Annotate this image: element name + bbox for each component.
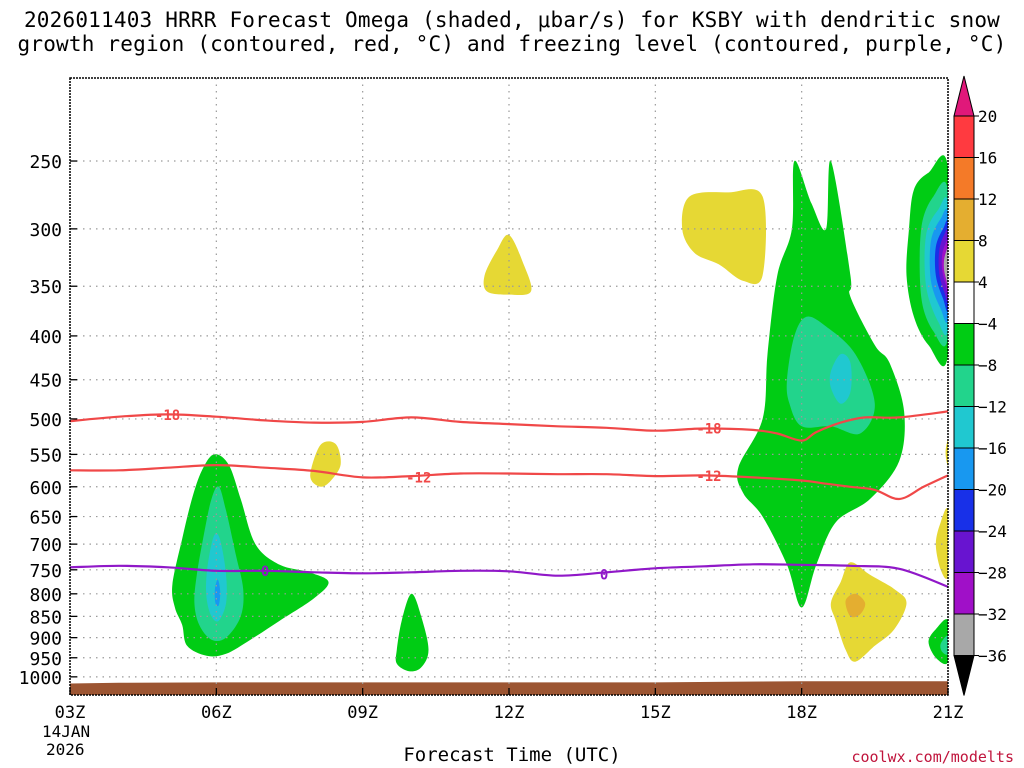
contour-freezing-level bbox=[70, 563, 948, 588]
omega-region-sinking-19z bbox=[830, 562, 907, 662]
colorbar-label-10: −24 bbox=[978, 522, 1007, 541]
x-tick-label-21Z: 21Z bbox=[933, 703, 964, 723]
omega-region-sinking-19z-core bbox=[845, 593, 866, 618]
contour-label-freezing-level-0: 0 bbox=[261, 564, 269, 580]
x-tick-label-03Z: 03Z bbox=[55, 703, 86, 723]
colorbar-label-11: −28 bbox=[978, 564, 1007, 583]
colorbar-label-6: −8 bbox=[978, 356, 997, 375]
colorbar-over-arrow bbox=[953, 75, 975, 117]
y-tick-label-450: 450 bbox=[29, 371, 62, 392]
omega-region-upward-motion-06z-inner bbox=[206, 533, 227, 622]
colorbar-label-7: −12 bbox=[978, 398, 1007, 417]
chart-title-line-1: 2026011403 HRRR Forecast Omega (shaded, … bbox=[23, 8, 1001, 32]
colorbar-under-arrow bbox=[953, 655, 975, 696]
y-tick-label-250: 250 bbox=[29, 152, 62, 173]
contour-label-freezing-level-1: 0 bbox=[600, 568, 608, 584]
gridlines bbox=[70, 78, 948, 695]
colorbar-label-3: 8 bbox=[978, 232, 988, 251]
colorbar-label-0: 20 bbox=[978, 107, 997, 126]
y-tick-label-1000: 1000 bbox=[19, 668, 62, 689]
x-tick-label-15Z: 15Z bbox=[640, 703, 671, 723]
colorbar-label-8: −16 bbox=[978, 439, 1007, 458]
colorbar-label-9: −20 bbox=[978, 481, 1007, 500]
y-tick-label-350: 350 bbox=[29, 277, 62, 298]
credit-text: coolwx.com/modelts bbox=[851, 748, 1014, 766]
y-tick-label-400: 400 bbox=[29, 327, 62, 348]
contour-label-dgz-minus18-0: -18 bbox=[155, 408, 180, 424]
x-tick-label-09Z: 09Z bbox=[347, 703, 378, 723]
y-tick-label-700: 700 bbox=[29, 535, 62, 556]
colorbar-bin-11 bbox=[953, 572, 975, 615]
omega-region-upward-motion-20z-upper-max bbox=[943, 247, 948, 288]
omega-shaded-regions bbox=[172, 155, 948, 672]
omega-region-sinking-21z-lower bbox=[935, 508, 948, 579]
colorbar-label-1: 16 bbox=[978, 149, 997, 168]
y-tick-label-950: 950 bbox=[29, 649, 62, 670]
x-tick-label-06Z: 06Z bbox=[201, 703, 232, 723]
colorbar-bin-10 bbox=[953, 530, 975, 573]
y-tick-label-650: 650 bbox=[29, 508, 62, 529]
date-label-day: 14JAN bbox=[42, 722, 90, 741]
y-tick-label-750: 750 bbox=[29, 561, 62, 582]
colorbar-bin-12 bbox=[953, 613, 975, 656]
omega-region-upward-motion-18z-inner bbox=[829, 353, 852, 404]
contour-dgz-minus12 bbox=[70, 463, 948, 501]
omega-region-upward-motion-21z-lower-core bbox=[940, 635, 948, 655]
contour-label-dgz-minus12-0: -12 bbox=[406, 470, 431, 486]
x-axis-label: Forecast Time (UTC) bbox=[403, 744, 621, 766]
colorbar-bin-7 bbox=[953, 406, 975, 449]
colorbar-bin-6 bbox=[953, 364, 975, 407]
colorbar: 20 16 12 8 4 −4 −8 −12 −16 −20 −24 −28 −32 −36 bbox=[953, 75, 1007, 696]
colorbar-bin-9 bbox=[953, 489, 975, 532]
y-tick-label-800: 800 bbox=[29, 585, 62, 606]
y-tick-label-550: 550 bbox=[29, 445, 62, 466]
colorbar-bin-5 bbox=[953, 323, 975, 366]
colorbar-bin-2 bbox=[953, 198, 975, 241]
contour-dgz-minus18 bbox=[70, 410, 948, 442]
y-tick-label-850: 850 bbox=[29, 607, 62, 628]
colorbar-bin-0 bbox=[953, 115, 975, 158]
date-label-year: 2026 bbox=[46, 740, 85, 759]
contour-label-dgz-minus18-1: -18 bbox=[696, 421, 721, 437]
omega-region-upward-motion-10z bbox=[395, 593, 429, 672]
colorbar-bin-4 bbox=[953, 281, 975, 324]
colorbar-label-5: −4 bbox=[978, 315, 997, 334]
y-tick-label-600: 600 bbox=[29, 478, 62, 499]
colorbar-label-4: 4 bbox=[978, 273, 988, 292]
x-tick-label-12Z: 12Z bbox=[494, 703, 525, 723]
chart-title-line-2: growth region (contoured, red, °C) and f… bbox=[17, 32, 1007, 56]
omega-region-sinking-08z bbox=[310, 441, 341, 487]
colorbar-bin-8 bbox=[953, 447, 975, 490]
colorbar-label-12: −32 bbox=[978, 605, 1007, 624]
x-tick-label-18Z: 18Z bbox=[786, 703, 817, 723]
contour-label-dgz-minus12-1: -12 bbox=[696, 469, 721, 485]
y-tick-label-500: 500 bbox=[29, 410, 62, 431]
omega-region-sinking-12z bbox=[483, 234, 532, 295]
omega-region-sinking-16z bbox=[681, 189, 767, 285]
omega-region-upward-motion-06z bbox=[172, 454, 329, 657]
contour-lines: -18 -18 -12 -12 0 0 bbox=[70, 408, 948, 588]
colorbar-bin-3 bbox=[953, 240, 975, 283]
colorbar-bin-1 bbox=[953, 157, 975, 200]
axes: 2503003504004505005506006507007508008509… bbox=[19, 77, 964, 723]
colorbar-label-13: −36 bbox=[978, 647, 1007, 666]
y-tick-label-900: 900 bbox=[29, 629, 62, 650]
colorbar-label-2: 12 bbox=[978, 190, 997, 209]
y-tick-label-300: 300 bbox=[29, 220, 62, 241]
